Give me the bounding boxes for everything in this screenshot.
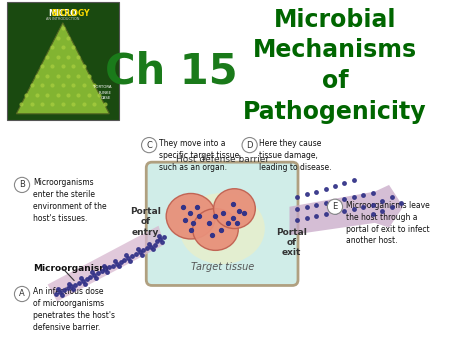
Ellipse shape bbox=[214, 189, 255, 228]
Text: AN INTRODUCTION: AN INTRODUCTION bbox=[46, 17, 80, 21]
Text: MICRO: MICRO bbox=[49, 9, 77, 19]
Text: D: D bbox=[247, 141, 253, 150]
Text: B: B bbox=[19, 180, 25, 189]
Text: Portal
of
entry: Portal of entry bbox=[130, 207, 161, 237]
Text: Microorganisms leave
the host through a
portal of exit to infect
another host.: Microorganisms leave the host through a … bbox=[346, 201, 430, 245]
Circle shape bbox=[141, 138, 157, 153]
FancyBboxPatch shape bbox=[7, 2, 119, 120]
Text: Here they cause
tissue damage,
leading to disease.: Here they cause tissue damage, leading t… bbox=[259, 139, 332, 172]
Text: They move into a
specific target tissue,
such as an organ.: They move into a specific target tissue,… bbox=[158, 139, 241, 172]
Text: TORTORA
FUNKE
CASE: TORTORA FUNKE CASE bbox=[93, 86, 111, 100]
Text: Host defense barrier: Host defense barrier bbox=[176, 155, 269, 164]
Circle shape bbox=[328, 199, 342, 214]
Ellipse shape bbox=[166, 193, 216, 239]
Text: Microbial
Mechanisms
of
Pathogenicity: Microbial Mechanisms of Pathogenicity bbox=[243, 7, 427, 123]
Polygon shape bbox=[16, 23, 109, 114]
Circle shape bbox=[242, 138, 257, 153]
Text: Microorganisms
enter the sterile
environment of the
host's tissues.: Microorganisms enter the sterile environ… bbox=[33, 178, 107, 223]
Circle shape bbox=[14, 177, 30, 193]
Text: An infectious dose
of microorganisms
penetrates the host's
defensive barrier.: An infectious dose of microorganisms pen… bbox=[33, 287, 115, 332]
Polygon shape bbox=[48, 226, 164, 301]
Text: A: A bbox=[19, 289, 25, 298]
Polygon shape bbox=[289, 185, 403, 235]
Text: Portal
of
exit: Portal of exit bbox=[276, 227, 307, 258]
FancyBboxPatch shape bbox=[146, 162, 298, 286]
Text: BIOLOGY: BIOLOGY bbox=[36, 9, 90, 19]
Text: Ch 15: Ch 15 bbox=[104, 50, 237, 92]
Text: Target tissue: Target tissue bbox=[190, 262, 254, 272]
Text: E: E bbox=[333, 202, 338, 211]
Ellipse shape bbox=[180, 193, 265, 264]
Text: Microorganism: Microorganism bbox=[33, 264, 109, 273]
Text: C: C bbox=[146, 141, 152, 150]
Circle shape bbox=[14, 286, 30, 301]
Ellipse shape bbox=[193, 209, 238, 250]
